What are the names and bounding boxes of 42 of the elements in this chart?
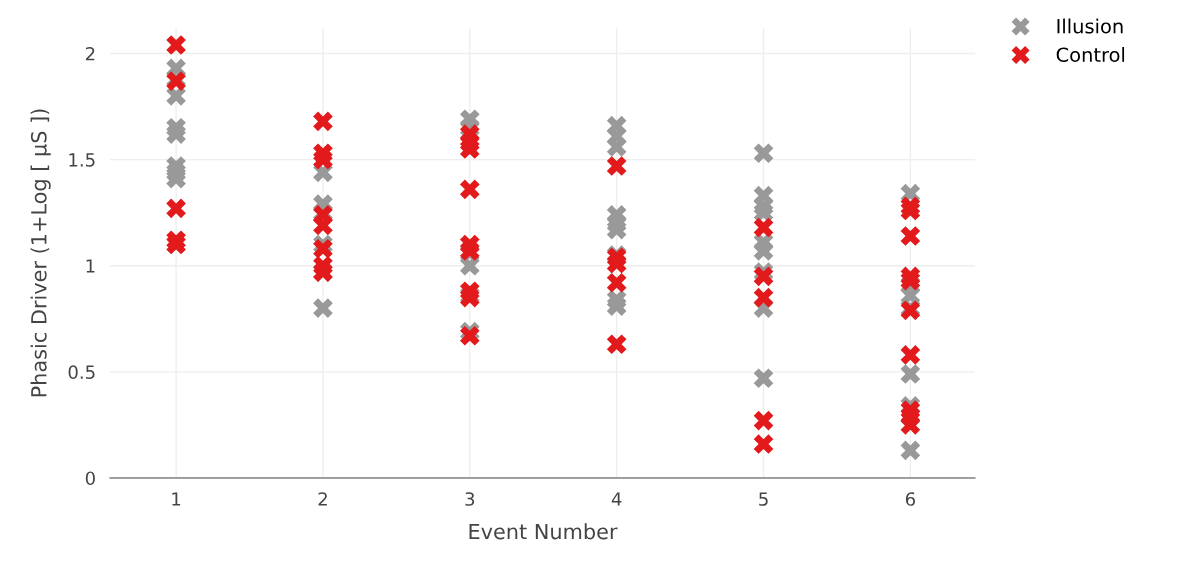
x-tick-label: 3 — [465, 492, 475, 506]
point — [753, 287, 774, 308]
legend-label: Control — [1056, 47, 1125, 63]
point — [166, 35, 186, 55]
y-axis-title: Phasic Driver (1+Log [ μS ]) — [30, 109, 51, 397]
x-tick-label: 2 — [318, 492, 327, 506]
point — [753, 241, 774, 261]
point — [900, 440, 921, 461]
y-tick-label: 1 — [86, 259, 95, 273]
point — [900, 364, 921, 384]
point — [606, 219, 627, 240]
point — [753, 368, 774, 389]
point — [459, 139, 480, 159]
point — [753, 143, 774, 164]
y-tick-label: 0.5 — [68, 365, 95, 379]
point — [753, 410, 774, 431]
point — [753, 217, 774, 238]
x-tick-label: 1 — [172, 492, 181, 506]
point — [606, 296, 627, 316]
y-tick-label: 0 — [85, 471, 95, 486]
x-tick-label: 6 — [905, 492, 915, 506]
point — [166, 198, 186, 219]
point — [313, 298, 333, 319]
point — [900, 415, 921, 435]
legend-label: Illusion — [1057, 18, 1123, 34]
point — [313, 111, 333, 132]
y-tick-label: 1.5 — [69, 153, 95, 167]
point — [753, 266, 774, 287]
x-tick-label: 5 — [759, 492, 768, 506]
x-tick-label: 4 — [611, 492, 622, 506]
point — [313, 149, 333, 170]
x-axis-title: Event Number — [469, 523, 618, 540]
point — [606, 253, 627, 274]
point — [606, 334, 627, 355]
point — [900, 345, 921, 365]
point — [459, 179, 480, 200]
point — [166, 124, 186, 144]
point — [753, 434, 774, 454]
point — [606, 156, 627, 176]
point — [606, 272, 627, 293]
y-tick-label: 2 — [85, 46, 95, 61]
point — [900, 226, 921, 246]
